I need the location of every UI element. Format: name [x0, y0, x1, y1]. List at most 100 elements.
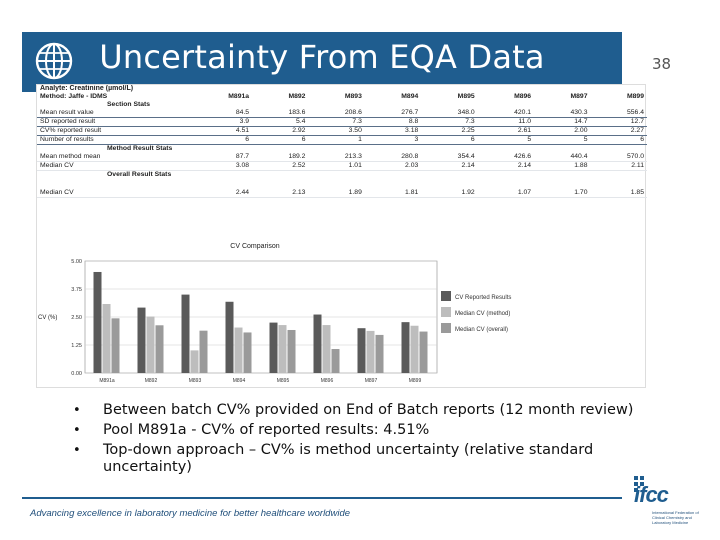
table-section-row: Method Result Stats — [37, 145, 647, 154]
bar — [234, 327, 243, 373]
table-cell: 1.88 — [534, 161, 591, 172]
bar — [111, 318, 120, 373]
x-tick-label: M891a — [99, 378, 115, 384]
table-cell: 1.81 — [364, 189, 422, 199]
section-label: Method Result Stats — [107, 145, 173, 153]
table-cell: 6 — [590, 135, 647, 146]
table-cell: 7.3 — [421, 117, 478, 128]
bullet-item: Pool M891a - CV% of reported results: 4.… — [73, 422, 634, 439]
bullet-item: Top-down approach – CV% is method uncert… — [73, 442, 634, 476]
table-cell: 440.4 — [534, 153, 591, 163]
table-cell: 3.9 — [195, 117, 253, 128]
bar — [146, 316, 155, 373]
legend-label: CV Reported Results — [455, 295, 511, 301]
bar — [181, 294, 190, 373]
bar — [375, 334, 384, 373]
bar — [155, 325, 164, 373]
row-label: CV% reported result — [37, 126, 196, 137]
table-cell: 3 — [364, 135, 422, 146]
pool-header: M897 — [570, 93, 588, 101]
footer-tagline: Advancing excellence in laboratory medic… — [30, 508, 351, 519]
globe-icon — [35, 42, 73, 80]
row-label: Number of results — [37, 135, 196, 146]
table-cell: 2.92 — [252, 126, 309, 137]
table-cell: 2.03 — [364, 161, 422, 172]
pool-header: M899 — [626, 93, 644, 101]
table-cell: 2.14 — [421, 161, 478, 172]
x-tick-label: M899 — [409, 378, 422, 384]
bar — [137, 307, 146, 373]
bar — [357, 328, 366, 373]
section-label: Overall Result Stats — [107, 171, 172, 179]
legend-label: Median CV (method) — [455, 311, 510, 317]
eqa-report-image: Analyte: Creatinine (µmol/L) Method: Jaff… — [36, 84, 647, 388]
bar — [287, 329, 296, 373]
spacer-cell — [37, 179, 647, 189]
table-cell: 354.4 — [421, 153, 478, 163]
row-label: Mean result value — [37, 109, 196, 119]
table-cell: 208.6 — [308, 109, 365, 119]
bar — [243, 332, 252, 373]
table-cell: 5 — [534, 135, 591, 146]
table-spacer-row — [37, 179, 647, 189]
table-cell: 6 — [421, 135, 478, 146]
eqa-stats-table-body: Analyte: Creatinine (µmol/L) Method: Jaff… — [37, 85, 647, 199]
table-cell: 2.61 — [477, 126, 535, 137]
bar — [322, 325, 331, 373]
bar — [331, 349, 340, 373]
footer-divider — [22, 497, 622, 499]
x-tick-label: M892 — [145, 378, 158, 384]
table-cell: 213.3 — [308, 153, 365, 163]
ifcc-logo: ifcc International Federation of Clinica… — [628, 470, 712, 532]
pool-header: M896 — [514, 93, 532, 101]
y-tick-label: 2.50 — [71, 315, 82, 321]
bar — [401, 322, 410, 373]
bar — [199, 330, 208, 373]
table-cell: 6 — [195, 135, 253, 146]
ifcc-logo-subtext: International Federation of Clinical Che… — [652, 510, 699, 525]
x-tick-label: M897 — [365, 378, 378, 384]
pool-header: M895 — [457, 93, 475, 101]
table-cell: 280.8 — [364, 153, 422, 163]
table-cell: 12.7 — [590, 117, 647, 128]
table-cell: 84.5 — [195, 109, 253, 119]
bar — [93, 271, 102, 373]
page-number: 38 — [652, 55, 672, 73]
chart-title: CV Comparison — [230, 243, 280, 250]
table-cell: 189.2 — [252, 153, 309, 163]
row-label: Median CV — [37, 189, 196, 199]
bullet-item: Between batch CV% provided on End of Bat… — [73, 402, 634, 419]
table-cell: 2.13 — [252, 189, 309, 199]
table-cell: 430.3 — [534, 109, 591, 119]
x-tick-label: M896 — [321, 378, 334, 384]
table-cell: 5 — [477, 135, 535, 146]
table-cell: 1.85 — [590, 189, 647, 199]
table-header-row: Method: Jaffe - IDMS M891a M892 M893 M894 M89… — [37, 93, 647, 101]
legend-swatch — [441, 291, 451, 301]
table-cell: 5.4 — [252, 117, 309, 128]
y-tick-label: 3.75 — [71, 287, 82, 293]
bar — [102, 304, 111, 373]
table-row: Mean result value 84.5 183.6 208.6 276.7 348.… — [37, 109, 647, 119]
table-row: Number of results 6 6 1 3 6 5 5 6 — [37, 135, 647, 146]
eqa-stats-table: Analyte: Creatinine (µmol/L) Method: Jaff… — [37, 85, 647, 199]
table-cell: 1.70 — [534, 189, 591, 199]
cv-comparison-chart: CV Comparison 5.00 3.75 2.50 1.25 0.00 CV (%) M… — [37, 241, 647, 387]
table-cell: 3.50 — [308, 126, 365, 137]
bar — [366, 330, 375, 373]
table-cell: 3.18 — [364, 126, 422, 137]
title-bar: Uncertainty From EQA Data — [22, 32, 622, 92]
ifcc-logo-text: ifcc — [634, 482, 669, 507]
pool-header: M893 — [344, 93, 362, 101]
pool-header: M894 — [401, 93, 419, 101]
y-tick-label: 5.00 — [71, 259, 82, 265]
table-analyte-row: Analyte: Creatinine (µmol/L) — [37, 85, 647, 93]
table-cell: 7.3 — [308, 117, 365, 128]
table-cell: 2.00 — [534, 126, 591, 137]
table-cell: 276.7 — [364, 109, 422, 119]
table-row: Median CV 3.08 2.52 1.01 2.03 2.14 2.14 1.88 2.1… — [37, 161, 647, 172]
table-cell: 2.11 — [590, 161, 647, 172]
bullet-list: Between batch CV% provided on End of Bat… — [73, 402, 634, 479]
table-cell: 1.92 — [421, 189, 478, 199]
